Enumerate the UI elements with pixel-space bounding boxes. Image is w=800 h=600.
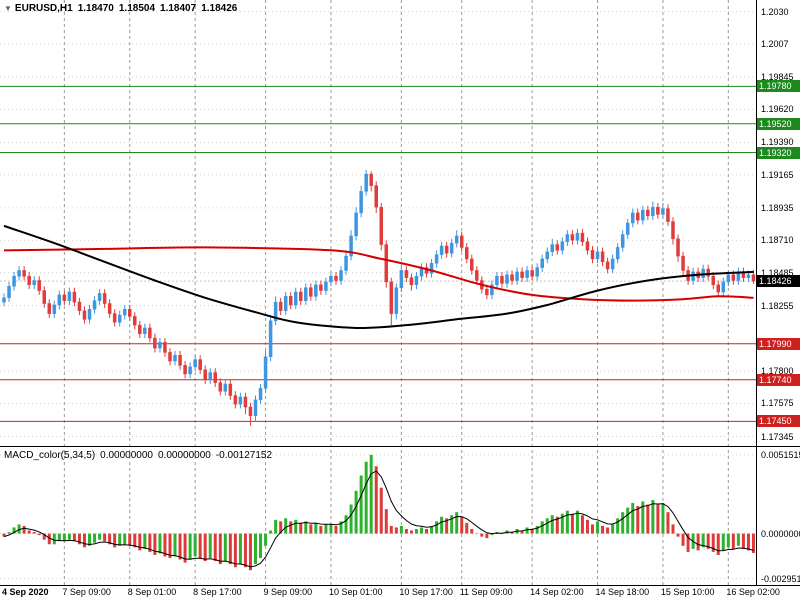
macd-value-1: 0.00000000 bbox=[100, 450, 153, 461]
macd-header: MACD_color(5,34,5) 0.00000000 0.00000000 -0… bbox=[4, 450, 272, 461]
ohlc-high-value: 1.18504 bbox=[118, 3, 156, 14]
ma-fast-red-line bbox=[3, 246, 754, 302]
chart-expand-icon[interactable]: ▼ bbox=[4, 4, 12, 13]
time-gridlines bbox=[63, 0, 729, 585]
candles-layer bbox=[2, 169, 756, 426]
ohlc-close-value: 1.18426 bbox=[201, 3, 238, 14]
price-axis[interactable] bbox=[756, 0, 800, 585]
ohlc-open-value: 1.18470 bbox=[77, 3, 114, 14]
macd-histogram bbox=[2, 454, 755, 571]
macd-signal-line bbox=[3, 470, 754, 568]
macd-value-2: 0.00000000 bbox=[158, 450, 211, 461]
macd-value-3: -0.00127152 bbox=[215, 450, 273, 461]
ohlc-low-value: 1.18407 bbox=[160, 3, 197, 14]
symbol-period-label: EURUSD,H1 bbox=[14, 3, 73, 14]
chart-header: ▼ EURUSD,H1 1.18470 1.18504 1.18407 1.18426 bbox=[4, 3, 237, 14]
time-axis[interactable] bbox=[0, 585, 800, 600]
ma-slow-black-line bbox=[3, 224, 754, 330]
level-lines bbox=[0, 85, 756, 422]
frame-lines bbox=[0, 0, 800, 586]
macd-name-label: MACD_color(5,34,5) bbox=[4, 450, 96, 461]
